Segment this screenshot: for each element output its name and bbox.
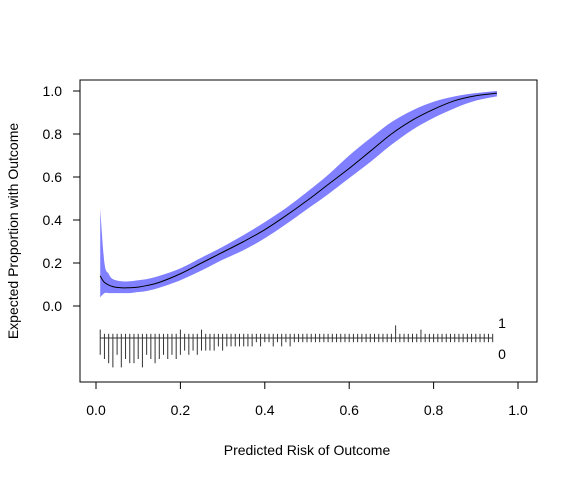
- y-axis-label: Expected Proportion with Outcome: [5, 123, 21, 340]
- calibration-line: [99, 92, 497, 289]
- y-tick-label: 0.4: [43, 212, 63, 228]
- y-tick-label: 0.0: [43, 298, 63, 314]
- y-tick-label: 0.2: [43, 255, 63, 271]
- confidence-band: [100, 91, 497, 298]
- x-tick-label: 1.0: [508, 402, 528, 418]
- x-tick-label: 0.2: [171, 402, 191, 418]
- x-axis: 0.0 0.2 0.4 0.6 0.8 1.0: [86, 381, 528, 418]
- x-tick-label: 0.4: [255, 402, 275, 418]
- y-tick-label: 1.0: [43, 83, 63, 99]
- x-tick-label: 0.6: [339, 402, 359, 418]
- y-tick-label: 0.6: [43, 169, 63, 185]
- calibration-line-layer: [99, 92, 497, 289]
- spike-label-top: 1: [498, 315, 506, 331]
- y-axis: 0.0 0.2 0.4 0.6 0.8 1.0: [43, 83, 81, 314]
- spike-label-bottom: 0: [498, 346, 506, 362]
- y-tick-label: 0.8: [43, 126, 63, 142]
- x-axis-label: Predicted Risk of Outcome: [224, 442, 391, 458]
- plot-frame: [79, 79, 538, 383]
- confidence-band-layer: [100, 91, 497, 298]
- x-tick-label: 0.0: [86, 402, 106, 418]
- rug-spike-layer: [99, 325, 494, 368]
- x-tick-label: 0.8: [424, 402, 444, 418]
